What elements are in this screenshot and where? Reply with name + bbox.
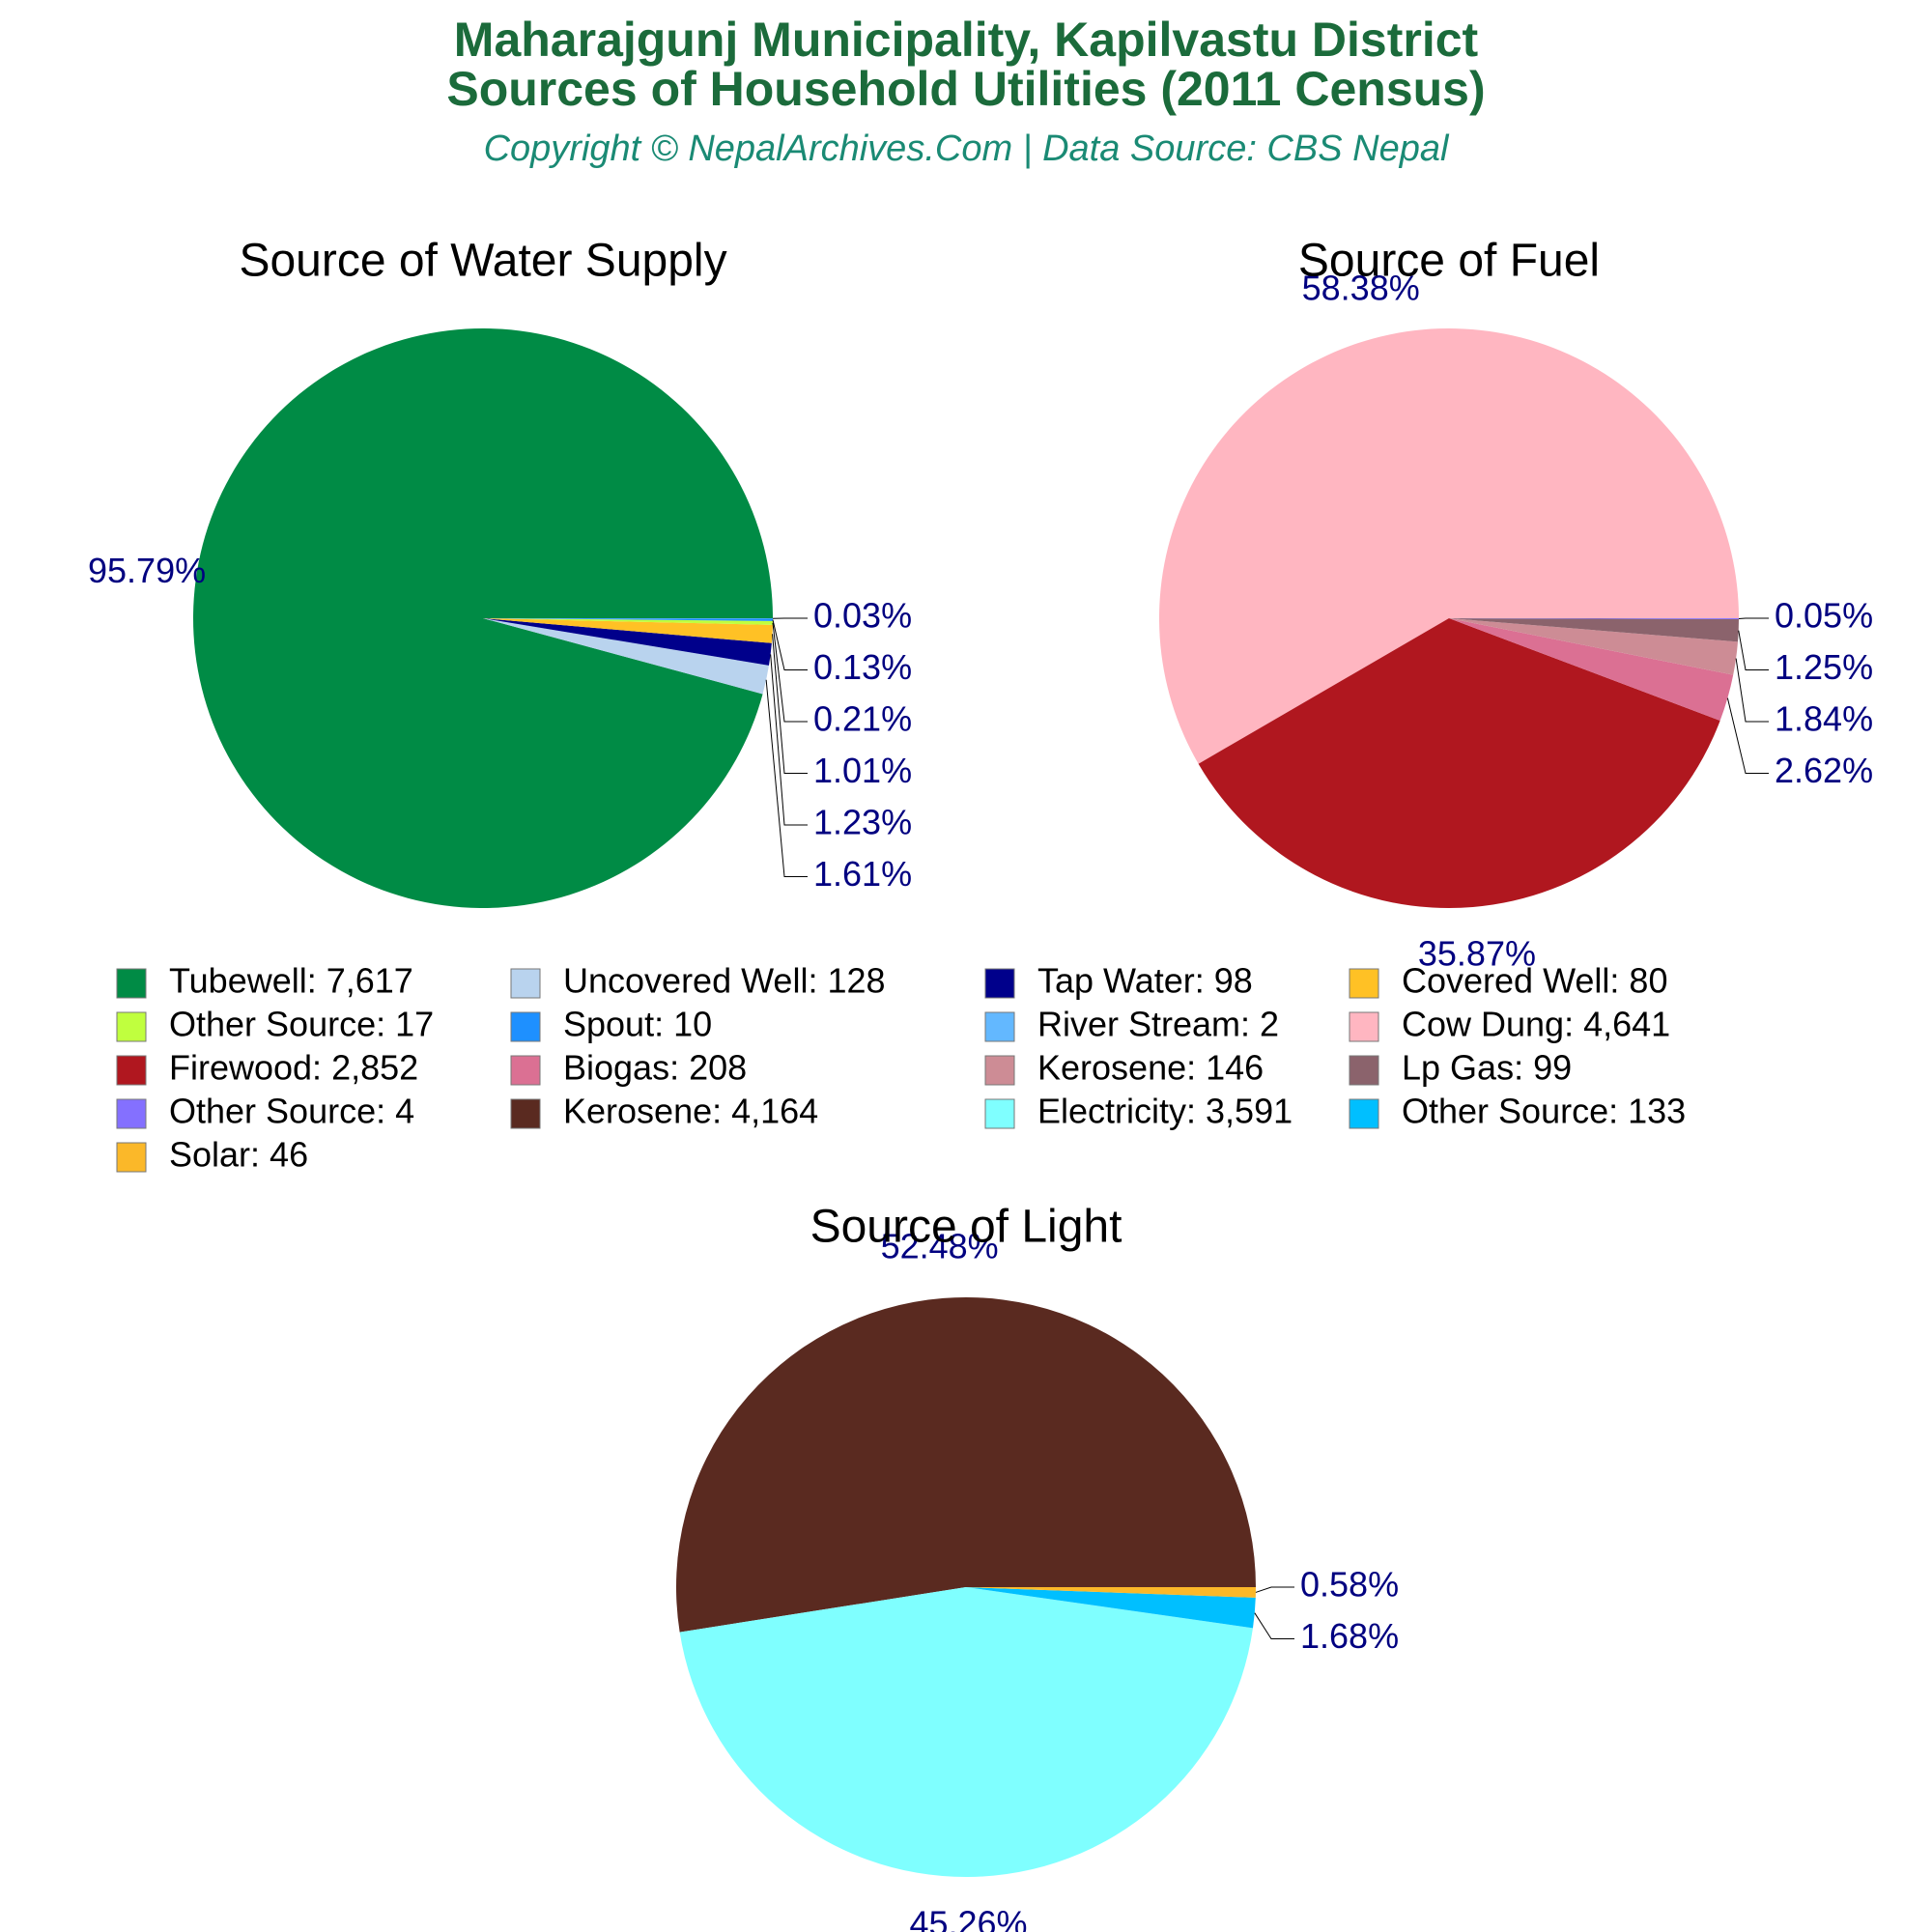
- legend-label: Firewood: 2,852: [169, 1048, 418, 1088]
- pie-slice: [1449, 618, 1734, 722]
- pie-title: Source of Water Supply: [239, 236, 726, 287]
- legend-swatch: [984, 968, 1015, 999]
- legend-swatch: [984, 1055, 1015, 1086]
- title-line: Maharajgunj Municipality, Kapilvastu Dis…: [454, 13, 1479, 67]
- pie-slice: [483, 618, 772, 666]
- legend-label: River Stream: 2: [1037, 1005, 1279, 1044]
- percent-label: 58.38%: [1302, 269, 1420, 308]
- legend-swatch: [1349, 1055, 1379, 1086]
- leader-line: [1726, 697, 1769, 774]
- legend-label: Lp Gas: 99: [1402, 1048, 1572, 1088]
- pie-title: Source of Light: [810, 1202, 1122, 1253]
- percent-label: 1.68%: [1300, 1616, 1399, 1656]
- percent-label: 1.23%: [813, 803, 912, 842]
- legend-label: Electricity: 3,591: [1037, 1092, 1293, 1131]
- leader-line: [772, 634, 808, 774]
- leader-line: [1255, 1586, 1294, 1593]
- leader-line: [1735, 658, 1769, 723]
- pie-slice: [193, 327, 773, 908]
- percent-label: 0.03%: [813, 596, 912, 636]
- pie-slice: [483, 618, 773, 621]
- leader-line: [1738, 630, 1769, 670]
- percent-label: 95.79%: [88, 551, 206, 590]
- percent-label: 1.25%: [1775, 647, 1873, 687]
- leader-line: [765, 679, 808, 877]
- percent-label: 0.13%: [813, 647, 912, 687]
- legend-swatch: [116, 1055, 147, 1086]
- legend-label: Tap Water: 98: [1037, 961, 1253, 1001]
- legend-label: Kerosene: 4,164: [563, 1092, 818, 1131]
- legend-swatch: [116, 1098, 147, 1129]
- legend-swatch: [984, 1011, 1015, 1042]
- percent-label: 1.61%: [813, 854, 912, 894]
- legend-label: Uncovered Well: 128: [563, 961, 886, 1001]
- legend-label: Covered Well: 80: [1402, 961, 1667, 1001]
- pie-slice: [1449, 618, 1739, 675]
- percent-label: 35.87%: [1418, 933, 1536, 973]
- legend-swatch: [510, 968, 541, 999]
- legend-label: Other Source: 17: [169, 1005, 434, 1044]
- legend-swatch: [510, 1011, 541, 1042]
- leader-line: [772, 619, 808, 670]
- percent-label: 0.05%: [1775, 596, 1873, 636]
- pie-slice: [679, 1587, 1253, 1878]
- percent-label: 1.01%: [813, 751, 912, 790]
- title-line: Sources of Household Utilities (2011 Cen…: [446, 62, 1485, 116]
- legend-swatch: [510, 1098, 541, 1129]
- legend-label: Tubewell: 7,617: [169, 961, 413, 1001]
- percent-label: 52.48%: [881, 1227, 999, 1266]
- legend-label: Other Source: 4: [169, 1092, 414, 1131]
- pie-slice: [1198, 618, 1720, 908]
- percent-label: 1.84%: [1775, 699, 1873, 739]
- pie-slice: [966, 1587, 1256, 1629]
- legend-label: Spout: 10: [563, 1005, 712, 1044]
- percent-label: 45.26%: [909, 1904, 1027, 1932]
- legend-label: Solar: 46: [169, 1135, 308, 1175]
- legend-label: Biogas: 208: [563, 1048, 747, 1088]
- percent-label: 0.58%: [1300, 1565, 1399, 1605]
- leader-line: [772, 622, 808, 723]
- legend-label: Other Source: 133: [1402, 1092, 1686, 1131]
- legend-swatch: [116, 968, 147, 999]
- subtitle: Copyright © NepalArchives.Com | Data Sou…: [484, 128, 1450, 169]
- legend-label: Kerosene: 146: [1037, 1048, 1264, 1088]
- pie-slice: [1449, 618, 1739, 642]
- pie-slice: [676, 1297, 1256, 1633]
- legend-swatch: [984, 1098, 1015, 1129]
- legend-swatch: [116, 1011, 147, 1042]
- legend-swatch: [510, 1055, 541, 1086]
- legend-swatch: [1349, 968, 1379, 999]
- percent-label: 0.21%: [813, 699, 912, 739]
- pie-slice: [966, 1587, 1256, 1598]
- pie-slice: [483, 618, 773, 625]
- pie-slice: [1158, 327, 1739, 764]
- leader-line: [1254, 1612, 1294, 1639]
- legend-swatch: [116, 1142, 147, 1173]
- pie-slice: [483, 618, 773, 643]
- legend-label: Cow Dung: 4,641: [1402, 1005, 1670, 1044]
- legend-swatch: [1349, 1011, 1379, 1042]
- pie-title: Source of Fuel: [1298, 236, 1600, 287]
- leader-line: [770, 654, 808, 826]
- percent-label: 2.62%: [1775, 751, 1873, 790]
- pie-slice: [1449, 618, 1739, 619]
- legend-swatch: [1349, 1098, 1379, 1129]
- pie-slice: [483, 618, 769, 695]
